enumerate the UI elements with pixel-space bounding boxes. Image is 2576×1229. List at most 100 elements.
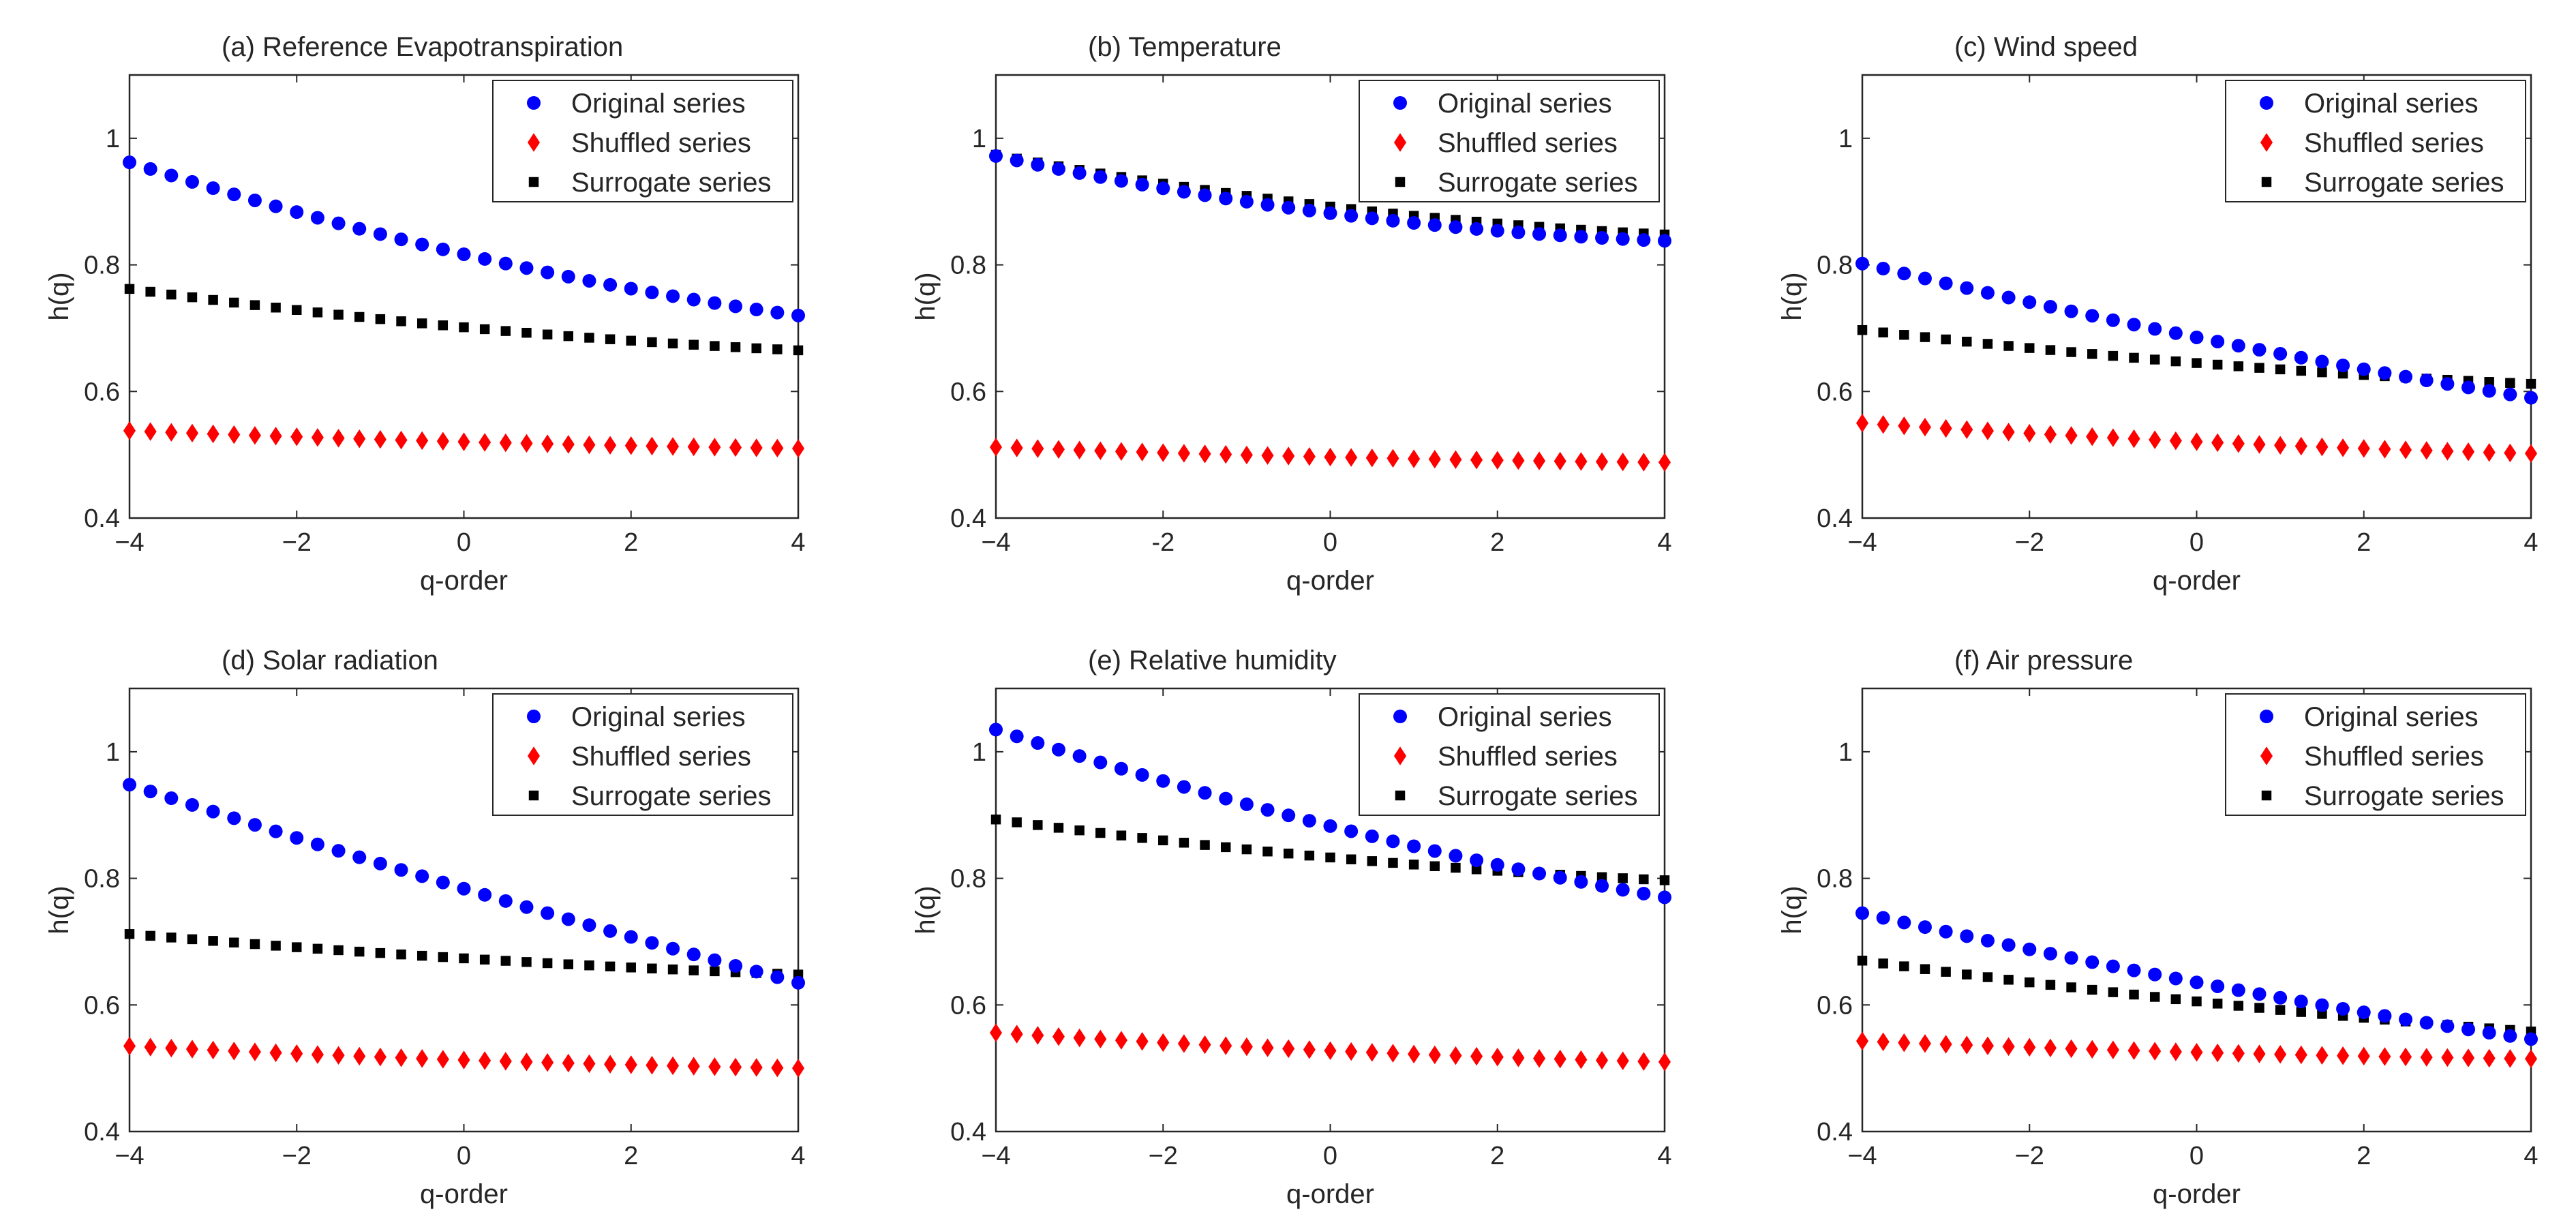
data-point [561, 269, 575, 284]
data-point [772, 344, 783, 354]
data-point [584, 333, 594, 343]
data-point [1072, 749, 1087, 763]
data-point [271, 941, 281, 951]
y-tick-label: 1 [1838, 738, 1853, 767]
data-point [2231, 983, 2245, 997]
data-point [249, 939, 260, 950]
legend-marker-circle [1393, 96, 1407, 110]
series-original-series [123, 155, 805, 322]
data-point [1261, 1038, 1274, 1057]
legend-marker-diamond [2260, 133, 2273, 152]
data-point [312, 943, 323, 954]
data-point [1980, 286, 1995, 300]
data-point [1073, 440, 1086, 460]
data-point [1052, 440, 1065, 459]
data-point [269, 824, 283, 838]
legend-marker-square [2261, 790, 2272, 801]
data-point [1855, 256, 1869, 271]
data-point [1960, 281, 1974, 295]
data-point [2001, 938, 2016, 952]
data-point [2189, 975, 2204, 990]
data-point [1595, 231, 1609, 245]
data-point [166, 289, 177, 300]
chart-title: (a) Reference Evapotranspiration [222, 32, 623, 62]
data-point [2064, 304, 2078, 318]
data-point [2503, 387, 2517, 401]
data-point [2106, 959, 2120, 973]
data-point [375, 947, 386, 958]
data-point [2441, 1048, 2454, 1067]
data-point [989, 438, 1003, 457]
data-point [1137, 833, 1147, 843]
data-point [1179, 838, 1189, 848]
data-point [331, 216, 346, 230]
data-point [2275, 364, 2286, 375]
data-point [1511, 225, 1526, 239]
data-point [1855, 413, 1869, 433]
y-tick-label: 0.4 [950, 1118, 986, 1147]
data-point [1941, 967, 1951, 977]
data-point [1876, 262, 1890, 276]
data-point [2087, 984, 2097, 995]
data-point [415, 869, 429, 883]
data-point [1135, 768, 1149, 782]
legend-entry-label: Shuffled series [1438, 742, 1618, 772]
data-point [2336, 1001, 2350, 1016]
data-point [1324, 447, 1337, 467]
x-tick-label: 4 [791, 1142, 805, 1170]
data-point [1219, 444, 1232, 464]
data-point [791, 1059, 805, 1078]
data-point [1052, 1027, 1065, 1046]
data-point [2483, 1048, 2496, 1068]
data-point [143, 162, 157, 176]
data-point [228, 425, 241, 444]
x-axis-label: q-order [1286, 1179, 1374, 1209]
y-axis-label: h(q) [1777, 885, 1807, 934]
x-tick-label: −2 [282, 1142, 312, 1170]
legend-marker-circle [527, 96, 541, 110]
data-point [729, 299, 743, 314]
data-point [2127, 318, 2141, 332]
data-point [2316, 1046, 2329, 1065]
data-point [1616, 452, 1629, 472]
data-point [1198, 1035, 1211, 1054]
data-point [666, 289, 680, 303]
data-point [396, 949, 406, 960]
legend: Original series Shuffled series Surrogate … [1359, 80, 1660, 202]
data-point [208, 936, 218, 946]
data-point [2148, 967, 2162, 982]
data-point [354, 946, 365, 957]
legend-entry-label: Surrogate series [2304, 168, 2504, 198]
data-point [478, 252, 492, 266]
data-point [1156, 774, 1170, 788]
data-point [771, 438, 784, 458]
series-shuffled-series [1855, 1031, 2538, 1068]
data-point [1575, 1050, 1588, 1069]
data-point [1451, 862, 1461, 873]
data-point [2484, 377, 2494, 387]
data-point [2441, 442, 2454, 461]
data-point [2273, 990, 2288, 1005]
data-point [124, 284, 135, 294]
data-point [271, 303, 281, 313]
data-point [1855, 906, 1869, 920]
data-point [269, 199, 283, 213]
data-point [248, 425, 261, 445]
data-point [582, 273, 596, 288]
data-point [332, 429, 345, 448]
series-shuffled-series [989, 438, 1671, 472]
data-point [2482, 1026, 2496, 1040]
data-point [416, 431, 429, 451]
data-point [394, 232, 408, 247]
data-point [2086, 1040, 2099, 1059]
data-point [436, 431, 449, 451]
data-point [1323, 206, 1337, 220]
data-point [1135, 177, 1149, 192]
data-point [771, 1058, 784, 1078]
legend-entry-label: Surrogate series [571, 781, 771, 811]
data-point [1198, 444, 1211, 464]
data-point [2233, 1001, 2244, 1011]
data-point [2273, 346, 2288, 361]
data-point [1177, 780, 1191, 794]
series-original-series [123, 778, 805, 990]
